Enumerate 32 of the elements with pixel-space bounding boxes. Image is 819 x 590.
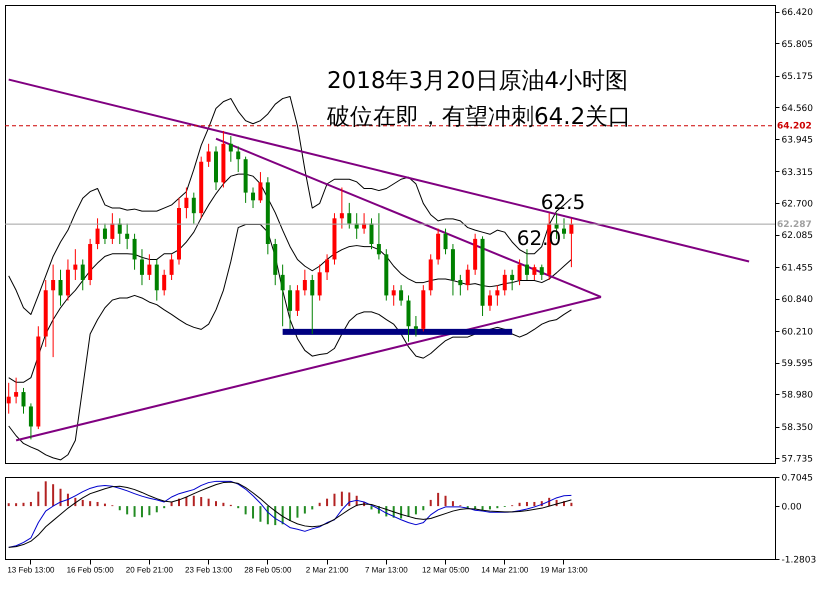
y-tick-label: 60.840 (782, 295, 814, 306)
x-tick-label: 12 Mar 05:00 (422, 566, 470, 574)
ref-line-label: 64.202 (777, 122, 812, 132)
y-tick-label: 66.420 (782, 8, 814, 18)
x-tick-label: 13 Feb 13:00 (7, 566, 56, 574)
x-tick-label: 16 Feb 05:00 (66, 566, 114, 574)
text: 2018年3月20日原油4小时图 (327, 68, 628, 94)
y-tick-label: 62.700 (782, 199, 814, 210)
y-tick-label: -1.2803 (782, 556, 816, 566)
y-tick-label: 59.595 (782, 359, 813, 370)
x-tick-label: 2 Mar 21:00 (306, 566, 349, 574)
x-tick-label: 20 Feb 21:00 (126, 566, 174, 574)
x-tick-label: 19 Mar 13:00 (540, 566, 588, 574)
y-tick-label: 63.945 (782, 135, 813, 146)
x-tick-label: 28 Feb 05:00 (244, 566, 292, 574)
y-tick-label: 57.735 (782, 454, 813, 465)
y-tick-label: 62.085 (782, 231, 813, 242)
ref-line-label: 62.287 (777, 220, 812, 230)
y-tick-label: 63.315 (782, 168, 813, 178)
text: 破位在即，有望冲刺64.2关口 (326, 104, 632, 130)
y-tick-label: 60.210 (782, 327, 814, 338)
x-tick-label: 7 Mar 13:00 (364, 566, 408, 574)
y-tick-label: 64.560 (782, 104, 814, 114)
y-tick-label: 58.350 (782, 423, 814, 434)
y-tick-label: 61.455 (782, 263, 813, 274)
y-tick-label: 0.00 (782, 502, 802, 513)
y-tick-label: 0.7045 (782, 474, 813, 484)
y-tick-label: 65.175 (782, 72, 813, 82)
x-tick-label: 23 Feb 13:00 (185, 566, 233, 574)
y-tick-label: 65.805 (782, 40, 813, 50)
y-tick-label: 58.980 (782, 390, 814, 401)
x-tick-label: 14 Mar 21:00 (481, 566, 529, 574)
